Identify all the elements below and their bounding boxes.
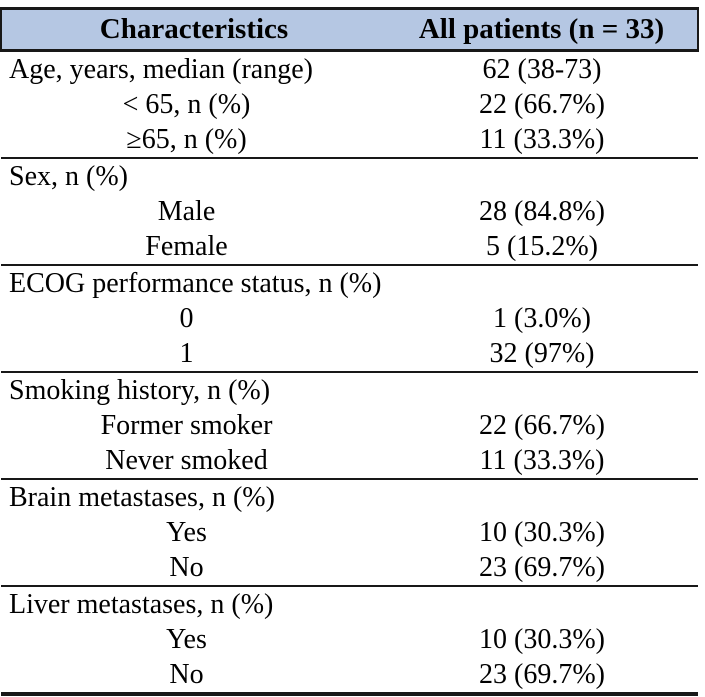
table-row: No 23 (69.7%) bbox=[1, 657, 698, 696]
header-cell-all-patients: All patients (n = 33) bbox=[386, 7, 699, 52]
value-cell: 1 (3.0%) bbox=[493, 302, 591, 334]
characteristic-cell: 0 bbox=[179, 302, 194, 334]
characteristic-cell: Smoking history, n (%) bbox=[1, 371, 386, 408]
table-row: Male 28 (84.8%) bbox=[1, 194, 698, 229]
characteristic-cell: < 65, n (%) bbox=[122, 88, 251, 120]
table-row: Former smoker 22 (66.7%) bbox=[1, 408, 698, 443]
table-row: Sex, n (%) bbox=[1, 157, 698, 194]
table-body: Age, years, median (range) 62 (38-73) < 65… bbox=[1, 51, 698, 696]
characteristic-cell: ≥65, n (%) bbox=[126, 123, 247, 155]
table-row: Never smoked 11 (33.3%) bbox=[1, 443, 698, 479]
header-cell-characteristics: Characteristics bbox=[0, 7, 386, 52]
table-row: Yes 10 (30.3%) bbox=[1, 515, 698, 550]
characteristic-cell: Male bbox=[157, 195, 216, 227]
value-cell: 11 (33.3%) bbox=[479, 123, 605, 155]
value-cell: 23 (69.7%) bbox=[386, 657, 698, 696]
characteristic-cell: Sex, n (%) bbox=[1, 157, 386, 194]
characteristic-cell: No bbox=[169, 551, 204, 583]
table-row: Smoking history, n (%) bbox=[1, 371, 698, 408]
table-row: < 65, n (%) 22 (66.7%) bbox=[1, 87, 698, 122]
table-row: Yes 10 (30.3%) bbox=[1, 622, 698, 657]
value-cell: 22 (66.7%) bbox=[479, 88, 605, 120]
table-row: ≥65, n (%) 11 (33.3%) bbox=[1, 122, 698, 158]
header-row: Characteristics All patients (n = 33) bbox=[0, 7, 699, 52]
table-header: Characteristics All patients (n = 33) bbox=[0, 7, 699, 52]
characteristic-cell: Female bbox=[145, 230, 228, 262]
value-cell: 32 (97%) bbox=[489, 337, 595, 369]
value-cell bbox=[386, 264, 698, 301]
value-cell: 62 (38-73) bbox=[482, 53, 602, 85]
characteristic-cell: Liver metastases, n (%) bbox=[1, 585, 386, 622]
value-cell bbox=[386, 157, 698, 194]
table-row: ECOG performance status, n (%) bbox=[1, 264, 698, 301]
table-row: Brain metastases, n (%) bbox=[1, 478, 698, 515]
characteristic-cell: No bbox=[1, 657, 386, 696]
characteristic-cell: Yes bbox=[166, 623, 207, 655]
table-row: 1 32 (97%) bbox=[1, 336, 698, 372]
characteristic-cell: Age, years, median (range) bbox=[9, 53, 313, 85]
characteristic-cell: 1 bbox=[179, 337, 194, 369]
patient-characteristics-table: Characteristics All patients (n = 33) Ag… bbox=[0, 7, 699, 696]
value-cell: 23 (69.7%) bbox=[479, 551, 605, 583]
value-cell: 28 (84.8%) bbox=[479, 195, 605, 227]
characteristic-cell: Yes bbox=[166, 516, 207, 548]
value-cell bbox=[386, 371, 698, 408]
characteristic-cell: Former smoker bbox=[100, 409, 273, 441]
table-row: Female 5 (15.2%) bbox=[1, 229, 698, 265]
value-cell: 10 (30.3%) bbox=[479, 623, 605, 655]
value-cell: 11 (33.3%) bbox=[479, 444, 605, 476]
table-row: 0 1 (3.0%) bbox=[1, 301, 698, 336]
characteristic-cell: ECOG performance status, n (%) bbox=[1, 264, 386, 301]
table-row: Liver metastases, n (%) bbox=[1, 585, 698, 622]
value-cell: 5 (15.2%) bbox=[486, 230, 598, 262]
value-cell: 22 (66.7%) bbox=[479, 409, 605, 441]
table-row: Age, years, median (range) 62 (38-73) bbox=[1, 51, 698, 88]
value-cell bbox=[386, 585, 698, 622]
characteristic-cell: Brain metastases, n (%) bbox=[1, 478, 386, 515]
characteristic-cell: Never smoked bbox=[105, 444, 268, 476]
table-row: No 23 (69.7%) bbox=[1, 550, 698, 586]
value-cell bbox=[386, 478, 698, 515]
value-cell: 10 (30.3%) bbox=[479, 516, 605, 548]
